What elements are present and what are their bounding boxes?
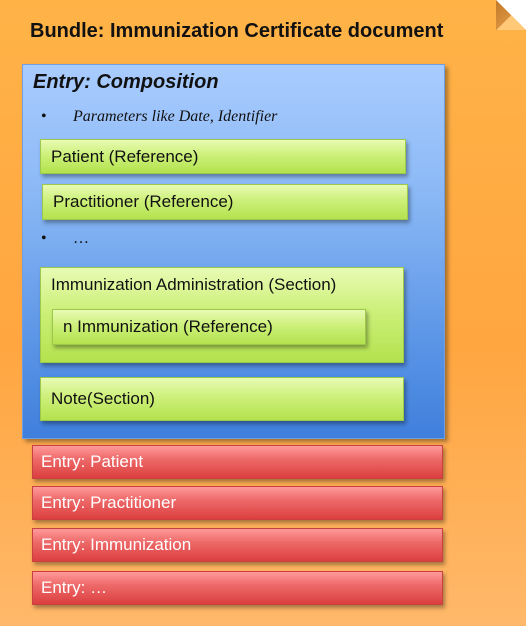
composition-entry-box: Entry: Composition • Parameters like Dat… [22, 64, 445, 439]
bullet-ellipsis: • … [41, 230, 89, 248]
practitioner-reference-box: Practitioner (Reference) [42, 184, 408, 220]
section-label: Immunization Administration (Section) [51, 275, 337, 294]
entry-practitioner: Entry: Practitioner [32, 486, 443, 520]
entry-ellipsis: Entry: … [32, 571, 443, 605]
entry-immunization: Entry: Immunization [32, 528, 443, 562]
entry-patient: Entry: Patient [32, 445, 443, 479]
immunization-reference-box: n Immunization (Reference) [52, 309, 366, 345]
bullet-dot-icon: • [41, 108, 47, 125]
composition-title: Entry: Composition [33, 71, 219, 93]
bullet-parameters: • Parameters like Date, Identifier [41, 108, 277, 126]
note-section-box: Note(Section) [40, 377, 404, 421]
bullet-dot-icon: • [41, 230, 47, 247]
bullet-text: … [73, 230, 89, 247]
patient-reference-box: Patient (Reference) [40, 139, 406, 174]
bundle-folded-corner [496, 0, 526, 30]
bundle-title: Bundle: Immunization Certificate documen… [30, 20, 444, 42]
bullet-text: Parameters like Date, Identifier [73, 108, 278, 125]
